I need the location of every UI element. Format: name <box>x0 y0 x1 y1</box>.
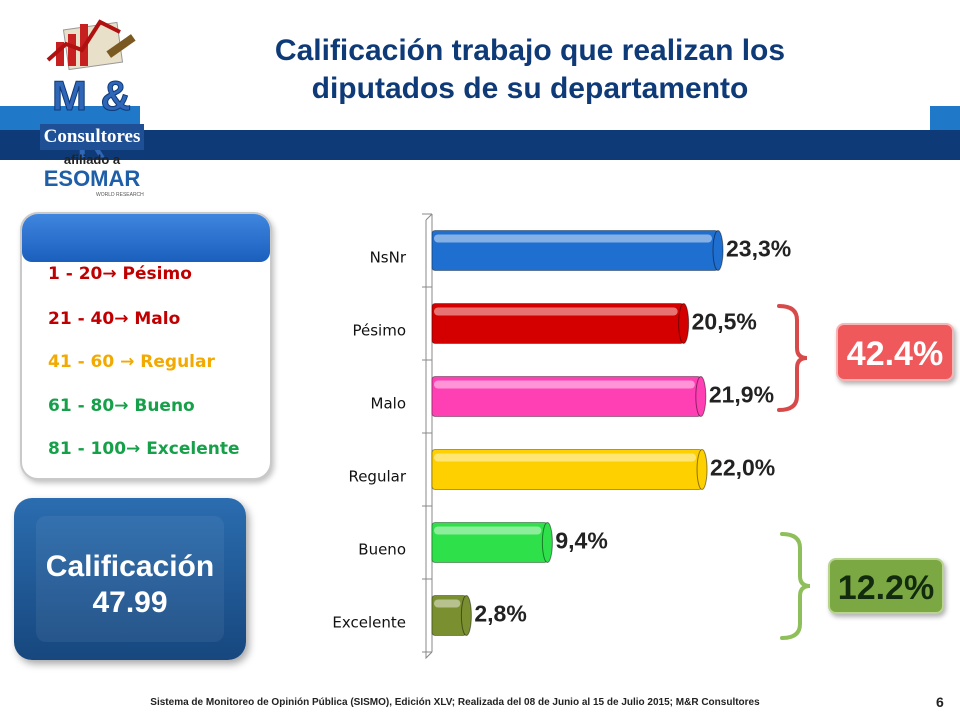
bar-cap <box>712 230 724 271</box>
score-box: Calificación 47.99 <box>14 498 246 660</box>
footer-source: Sistema de Monitoreo de Opinión Pública … <box>150 697 760 708</box>
bar-highlight <box>434 453 697 462</box>
logo-afiliado: afiliado a <box>63 152 121 167</box>
page-title: Calificación trabajo que realizan los di… <box>150 32 910 108</box>
axis-corner <box>425 213 433 221</box>
title-line-2: diputados de su departamento <box>311 72 749 105</box>
category-label: Excelente <box>332 614 406 632</box>
value-label: 9,4% <box>555 528 607 554</box>
value-label: 22,0% <box>710 455 775 481</box>
rating-scale-legend: 1 - 20→ Pésimo 21 - 40→ Malo 41 - 60 → R… <box>20 212 272 480</box>
legend-item: 41 - 60 → Regular <box>48 352 215 372</box>
legend-header <box>22 214 270 262</box>
category-label: NsNr <box>370 249 407 267</box>
title-line-1: Calificación trabajo que realizan los <box>274 34 786 67</box>
bar-highlight <box>434 234 712 243</box>
bar-cap <box>695 376 707 417</box>
header-band-dark <box>0 130 960 160</box>
category-label: Regular <box>348 468 406 486</box>
negative-total-badge: 42.4% <box>836 323 954 381</box>
bar-cap <box>460 595 472 636</box>
company-logo: M & R Consultores afiliado a ESOMAR WORL… <box>36 12 148 198</box>
logo-consultores: Consultores <box>40 124 144 150</box>
bar-highlight <box>434 599 461 608</box>
chart-logo-icon <box>46 19 136 71</box>
category-label: Pésimo <box>352 322 406 340</box>
value-label: 23,3% <box>726 236 791 262</box>
score-value: 47.99 <box>92 586 168 619</box>
logo-world-research: WORLD RESEARCH <box>96 192 144 198</box>
logo-esomar: ESOMAR <box>43 166 141 191</box>
legend-item: 81 - 100→ Excelente <box>48 439 240 459</box>
bar-highlight <box>434 380 695 389</box>
negative-bracket <box>777 304 808 412</box>
value-label: 2,8% <box>474 601 526 627</box>
header-band-light <box>0 106 960 130</box>
value-label: 20,5% <box>692 309 757 335</box>
category-label: Malo <box>371 395 406 413</box>
bar-highlight <box>434 526 542 535</box>
legend-item: 1 - 20→ Pésimo <box>48 264 192 284</box>
score-inner-panel <box>36 516 224 642</box>
positive-total-badge: 12.2% <box>828 558 944 614</box>
bar-cap <box>541 522 553 563</box>
bar-cap <box>696 449 708 490</box>
bar-highlight <box>434 307 678 316</box>
category-label: Bueno <box>358 541 406 559</box>
legend-item: 21 - 40→ Malo <box>48 309 181 329</box>
score-label: Calificación <box>45 550 215 583</box>
value-label: 21,9% <box>709 382 774 408</box>
positive-bracket <box>780 532 811 640</box>
page-number: 6 <box>936 694 944 710</box>
axis-wall <box>425 220 433 660</box>
bar-cap <box>678 303 690 344</box>
bar-chart: NsNr 23,3% Pésimo 20,5% Malo 21,9% Regular 22,0… <box>332 213 811 660</box>
legend-item: 61 - 80→ Bueno <box>48 396 195 416</box>
